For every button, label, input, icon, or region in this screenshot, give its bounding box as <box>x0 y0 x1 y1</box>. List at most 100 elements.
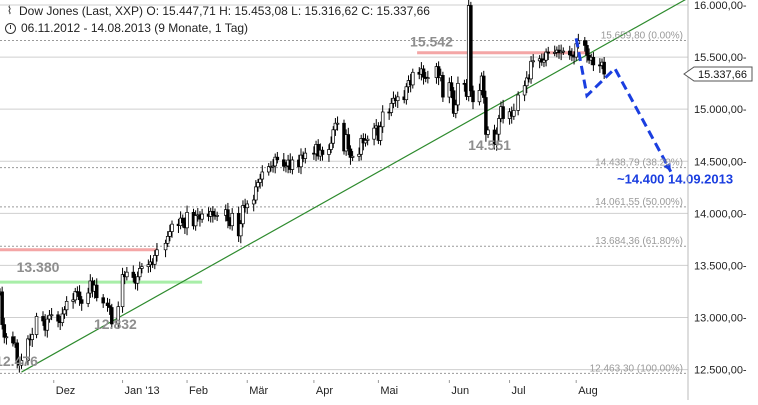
price-bar-body <box>19 360 24 366</box>
price-bar-body <box>245 203 250 209</box>
price-bar-body <box>421 68 426 78</box>
price-bar-body <box>404 86 409 101</box>
fib-level-label: 14.061,55 (50.00%) <box>595 197 683 208</box>
x-tick-label: Apr <box>316 385 333 397</box>
x-tick-label: Jun <box>451 385 469 397</box>
header-range-text: 06.11.2012 - 14.08.2013 (9 Monate, 1 Tag… <box>21 21 249 35</box>
x-tick-label: Jul <box>512 385 526 397</box>
price-bar-body <box>0 291 4 325</box>
price-bar-body <box>267 166 271 173</box>
price-bar-body <box>501 106 505 119</box>
price-bar-body <box>441 75 445 98</box>
price-annotation: 15.542 <box>410 34 453 50</box>
price-bar-body <box>181 217 185 224</box>
price-bar-body <box>544 51 548 61</box>
price-bar-body <box>193 215 198 227</box>
price-bar-body <box>494 133 499 145</box>
price-bar-body <box>350 155 355 158</box>
price-bar-body <box>396 96 400 101</box>
price-bar-body <box>363 140 368 144</box>
price-bar-body <box>462 82 467 85</box>
price-bar-body <box>348 148 353 158</box>
price-bar-body <box>30 334 35 340</box>
price-annotation: 14.551 <box>468 137 511 153</box>
price-bar-body <box>327 149 331 155</box>
price-bar-body <box>260 171 265 180</box>
x-tick-label: Dez <box>56 385 76 397</box>
price-bar-body <box>426 77 430 79</box>
price-bar-body <box>346 134 351 150</box>
price-bar-body <box>60 313 65 323</box>
price-bar-body <box>552 52 557 54</box>
price-bar-body <box>45 318 50 331</box>
price-bar-body <box>34 316 39 335</box>
chart-type-icon: ⌇ <box>6 5 13 17</box>
price-bar-body <box>378 126 383 141</box>
y-tick-label: 12.500,00- <box>694 365 747 377</box>
price-bar-body <box>284 165 288 168</box>
price-bar-body <box>546 51 550 54</box>
x-tick-label: Mai <box>380 385 398 397</box>
fib-level-label: 13.684,36 (61.80%) <box>595 236 683 247</box>
price-bar-body <box>477 90 482 103</box>
price-bar-body <box>107 305 112 308</box>
price-bar-body <box>365 138 370 141</box>
price-bar-body <box>529 60 533 80</box>
price-bar-body <box>47 314 52 320</box>
price-bar-body <box>469 5 473 92</box>
price-bar-body <box>73 291 77 301</box>
clock-icon <box>5 23 16 34</box>
price-bar-body <box>79 299 84 304</box>
fib-level-label: 12.463,30 (100.00%) <box>590 363 683 374</box>
price-bar-body <box>333 122 338 131</box>
price-bar-body <box>591 56 596 66</box>
price-bar-body <box>275 156 280 161</box>
price-annotation: 12.476 <box>0 353 38 369</box>
price-bar-body <box>11 336 15 344</box>
price-bar-body <box>125 271 129 278</box>
price-bar-body <box>602 61 606 75</box>
price-bar-body <box>146 264 151 268</box>
y-tick-label: 15.000,00- <box>694 104 747 116</box>
price-bar-body <box>15 342 19 363</box>
price-bar-body <box>110 307 114 325</box>
price-bar-body <box>239 223 243 237</box>
price-bar-body <box>497 118 501 135</box>
header-row-quote: ⌇ Dow Jones (Last, XXP) O: 15.447,71 H: … <box>4 3 430 20</box>
price-bar-body <box>290 159 295 170</box>
last-value-label: 15.337,66 <box>698 69 747 81</box>
price-bar-body <box>282 159 286 167</box>
price-bar-body <box>185 212 189 229</box>
fib-level-label: 14.438,79 (38.20%) <box>595 158 683 169</box>
price-bar-body <box>303 152 308 159</box>
price-bar-body <box>484 97 488 135</box>
price-bar-body <box>230 212 234 227</box>
price-bar-body <box>359 138 363 155</box>
chart-header: ⌇ Dow Jones (Last, XXP) O: 15.447,71 H: … <box>4 3 430 37</box>
price-bar-body <box>482 75 486 98</box>
last-value-tag <box>683 66 753 82</box>
price-bar-body <box>512 110 516 117</box>
x-tick-label: Aug <box>578 385 598 397</box>
price-bar-body <box>94 284 99 299</box>
price-annotation: 13.380 <box>17 259 60 275</box>
price-bar-body <box>49 314 54 317</box>
header-quote-text: Dow Jones (Last, XXP) O: 15.447,71 H: 15… <box>19 4 430 18</box>
price-annotation: ~14.400 14.09.2013 <box>617 171 733 186</box>
price-bar-body <box>241 205 245 225</box>
price-bar-body <box>454 104 458 114</box>
price-bar-body <box>329 142 333 150</box>
price-bar-body <box>116 306 120 325</box>
price-bar-body <box>583 40 587 46</box>
price-bar-body <box>140 266 144 269</box>
price-bar-body <box>163 242 168 251</box>
price-bar-body <box>56 314 60 322</box>
price-bar-body <box>522 85 527 96</box>
price-bar-body <box>273 156 277 167</box>
forecast-path <box>574 38 673 173</box>
price-bar-body <box>200 213 204 220</box>
price-bar-body <box>524 77 529 87</box>
y-tick-label: 16.000,00- <box>694 0 747 12</box>
price-bar-body <box>101 297 105 304</box>
